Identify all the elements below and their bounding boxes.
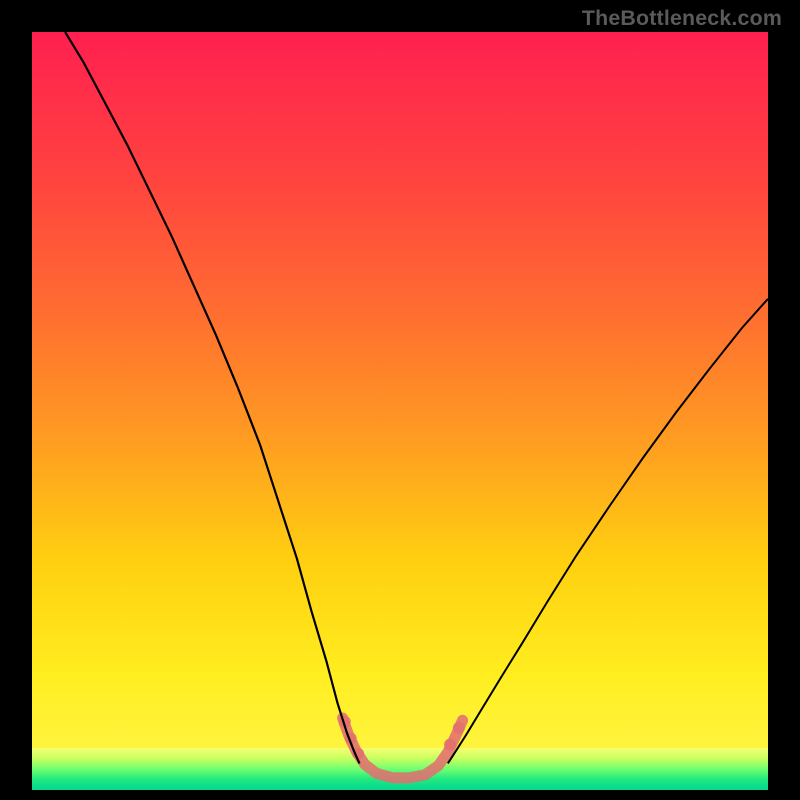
curve-overlay-svg [32,32,768,790]
valley-dot [453,722,465,734]
left-curve-line [65,32,359,763]
valley-highlight-path [343,718,463,778]
watermark-text: TheBottleneck.com [582,6,782,31]
plot-area [32,32,768,790]
chart-container: TheBottleneck.com [0,0,800,800]
right-curve-line [448,299,768,764]
valley-dot [444,739,456,751]
